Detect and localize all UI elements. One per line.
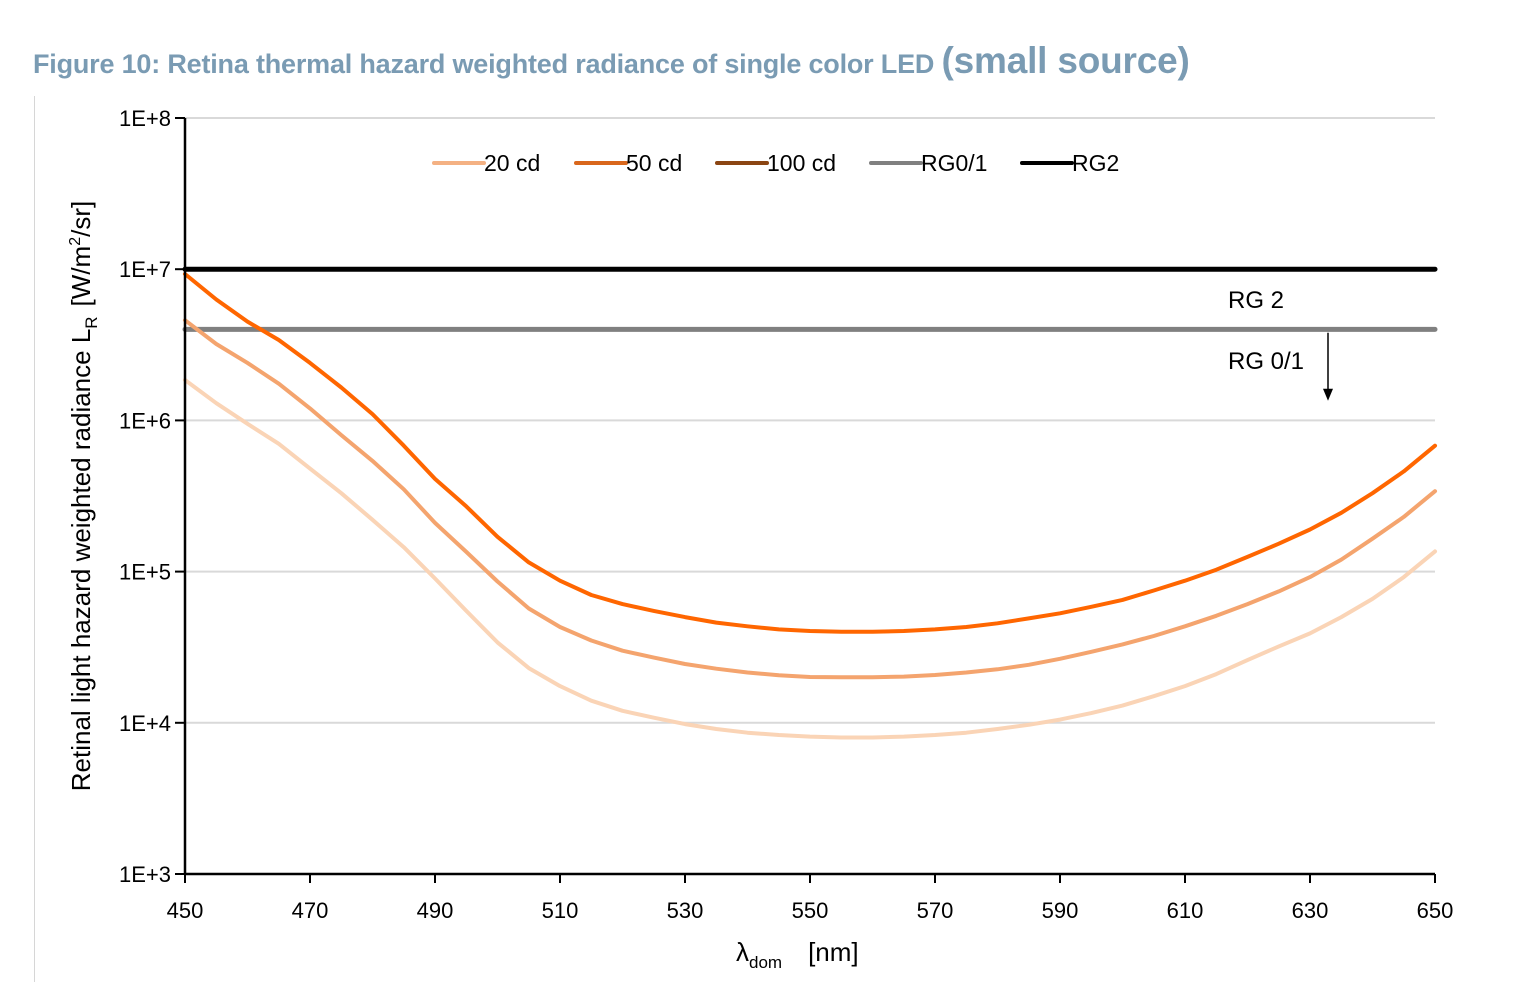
x-tick-label: 510 xyxy=(542,898,579,923)
x-tick-label: 450 xyxy=(167,898,204,923)
y-tick-label: 1E+8 xyxy=(119,106,171,131)
x-tick-label: 610 xyxy=(1167,898,1204,923)
y-tick-label: 1E+3 xyxy=(119,862,171,887)
series-line-100-cd xyxy=(183,272,1437,634)
x-tick-label: 590 xyxy=(1042,898,1079,923)
x-tick-label: 550 xyxy=(792,898,829,923)
x-axis-title-main: λ xyxy=(736,937,749,967)
series-line-20-cd xyxy=(183,378,1437,740)
axes xyxy=(183,118,1435,876)
x-axis-ticks: 450 470 490 510 530 550 570 590 610 630 650 xyxy=(167,874,1454,923)
y-axis-title-unit-pre: [W/m xyxy=(66,246,96,307)
y-tick-label: 1E+4 xyxy=(119,711,171,736)
x-tick-label: 490 xyxy=(417,898,454,923)
y-axis-title-main: Retinal light hazard weighted radiance L xyxy=(66,329,96,792)
x-axis-title-sub: dom xyxy=(749,953,782,972)
x-tick-label: 650 xyxy=(1417,898,1454,923)
y-axis-ticks: 1E+3 1E+4 1E+5 1E+6 1E+7 1E+8 xyxy=(119,106,185,887)
figure-title-suffix: (small source) xyxy=(941,40,1190,81)
y-tick-label: 1E+6 xyxy=(119,408,171,433)
legend-label: 100 cd xyxy=(767,150,836,176)
annotation-rg2: RG 2 xyxy=(1228,287,1284,314)
legend: 20 cd 50 cd 100 cd RG0/1 RG2 xyxy=(432,150,1119,176)
y-axis-title-sub: R xyxy=(82,316,101,328)
x-axis-title: λdom [nm] xyxy=(736,937,859,972)
legend-label: RG0/1 xyxy=(921,150,987,176)
series-lines xyxy=(182,266,1438,740)
y-tick-label: 1E+5 xyxy=(119,560,171,585)
figure-title-main: Figure 10: Retina thermal hazard weighte… xyxy=(33,49,942,79)
annotations: RG 2 RG 0/1 xyxy=(1228,287,1333,401)
legend-label: RG2 xyxy=(1072,150,1119,176)
y-tick-label: 1E+7 xyxy=(119,257,171,282)
annotation-rg01: RG 0/1 xyxy=(1228,348,1304,375)
x-tick-label: 530 xyxy=(667,898,704,923)
legend-label: 50 cd xyxy=(626,150,682,176)
legend-label: 20 cd xyxy=(484,150,540,176)
y-axis-title-unit-sup: 2 xyxy=(67,237,84,246)
y-axis-title: Retinal light hazard weighted radiance L… xyxy=(66,201,101,791)
y-axis-title-unit-post: /sr] xyxy=(66,201,96,237)
x-tick-label: 570 xyxy=(917,898,954,923)
left-margin-rule xyxy=(34,96,35,982)
arrow-down-icon xyxy=(1323,388,1333,401)
x-tick-label: 630 xyxy=(1292,898,1329,923)
series-line-50-cd xyxy=(183,318,1437,680)
x-tick-label: 470 xyxy=(292,898,329,923)
figure-title: Figure 10: Retina thermal hazard weighte… xyxy=(33,40,1190,82)
x-axis-title-unit: [nm] xyxy=(808,937,859,967)
